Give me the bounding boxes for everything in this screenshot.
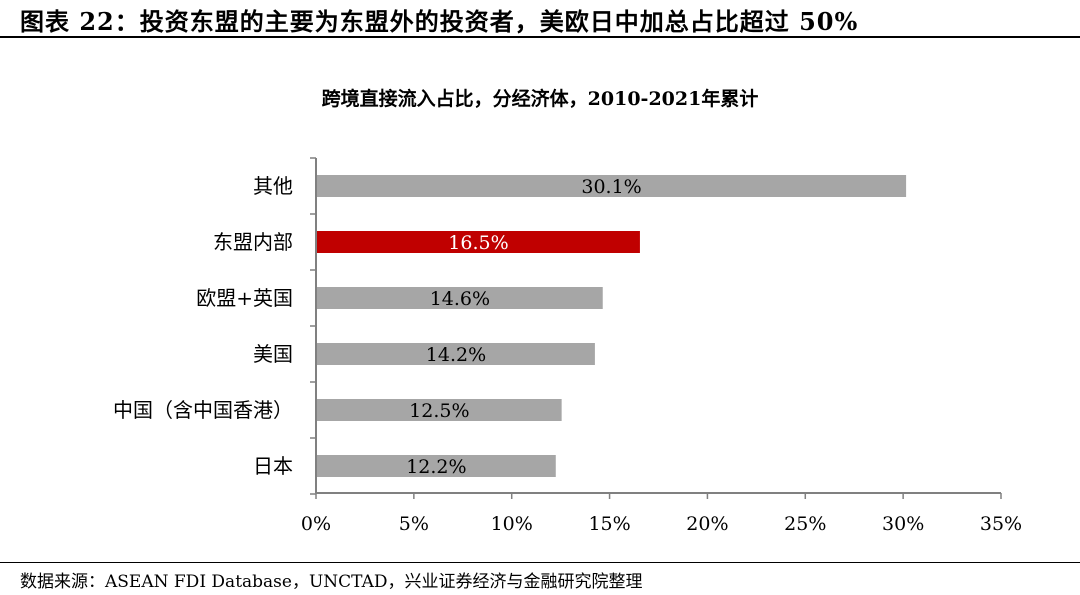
category-label: 欧盟+英国 xyxy=(196,286,293,310)
category-label: 中国（含中国香港） xyxy=(113,398,293,422)
bars-layer: 其他 30.1% 东盟内部 16.5% 欧盟+英国 14.6% 美国 14.2% 中国（含中国香… xyxy=(113,174,907,478)
x-tick-label: 5% xyxy=(399,513,429,535)
bar-value-label: 12.5% xyxy=(409,400,469,422)
x-tick-label: 15% xyxy=(588,513,630,535)
category-label: 东盟内部 xyxy=(213,230,293,254)
x-tick-label: 10% xyxy=(491,513,533,535)
bar-value-label: 16.5% xyxy=(448,232,508,254)
category-label: 美国 xyxy=(253,342,293,366)
bar xyxy=(317,287,603,309)
category-label: 日本 xyxy=(253,454,293,478)
bar xyxy=(317,231,640,253)
axis-layer: 0% 5% 10% 15% 20% 25% 30% 35% xyxy=(301,157,1022,535)
bar xyxy=(317,399,562,421)
category-label: 其他 xyxy=(253,174,293,198)
bar xyxy=(317,175,907,197)
bar-value-label: 14.2% xyxy=(426,344,486,366)
bar-value-label: 12.2% xyxy=(406,456,466,478)
x-tick-label: 30% xyxy=(882,513,924,535)
bar-value-label: 14.6% xyxy=(430,288,490,310)
chart-title: 跨境直接流入占比，分经济体，2010-2021年累计 xyxy=(322,87,759,110)
bar-value-label: 30.1% xyxy=(581,176,641,198)
bottom-rule xyxy=(0,562,1080,563)
figure-title: 图表 22：投资东盟的主要为东盟外的投资者，美欧日中加总占比超过 50% xyxy=(20,7,859,36)
bar-chart: 跨境直接流入占比，分经济体，2010-2021年累计 0% 5% 10% 15% 20%… xyxy=(113,87,1022,535)
top-rule xyxy=(0,36,1080,38)
bar xyxy=(317,343,595,365)
bar xyxy=(317,455,556,477)
source-note: 数据来源：ASEAN FDI Database，UNCTAD，兴业证券经济与金融… xyxy=(20,572,643,592)
x-tick-label: 20% xyxy=(686,513,728,535)
x-tick-label: 0% xyxy=(301,513,331,535)
x-tick-label: 35% xyxy=(980,513,1022,535)
x-tick-label: 25% xyxy=(784,513,826,535)
